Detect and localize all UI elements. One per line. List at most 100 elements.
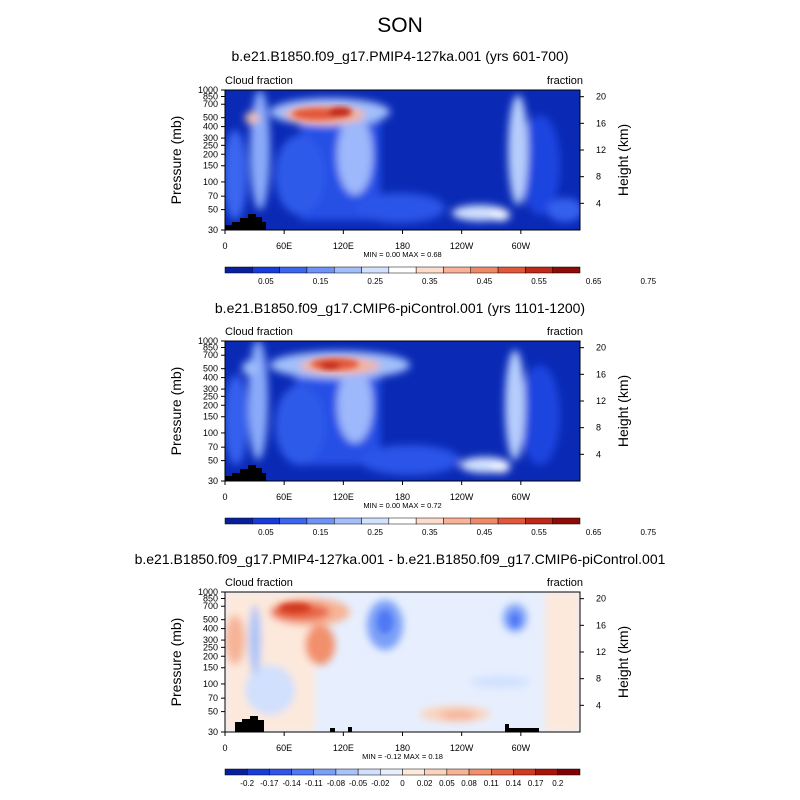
colorbar-swatch [535,768,559,776]
y-tick-label: 70 [208,191,218,201]
colorbar-swatch [424,768,448,776]
y-tick-label: 850 [203,342,218,352]
y-tick-label: 30 [208,225,218,235]
colorbar-swatch [361,266,390,274]
colorbar-swatch [269,768,292,776]
colorbar-label: -0.02 [371,779,390,788]
y-tick-label: 100 [203,177,218,187]
colorbar-swatch [443,266,472,274]
y-tick-label: 70 [208,693,218,703]
colorbar-swatch [415,517,444,525]
y-tick-label: 200 [203,651,218,661]
x-tick-label: 120E [333,492,354,502]
y-tick-label: 700 [203,601,218,611]
colorbar-label: 0.08 [461,779,477,788]
panel-2-axes: 0 60E 120E 180 120W 60W1000850700500400300250… [168,326,631,510]
x-tick-label: 120W [450,492,474,502]
x-tick-label: 60E [276,492,292,502]
colorbar-label: 0.02 [417,779,433,788]
colorbar-label: 0.35 [422,528,438,537]
y2-axis-label: Height (km) [615,375,631,447]
colorbar-label: -0.08 [327,779,346,788]
colorbar-label: 0.55 [531,528,547,537]
unit-label: fraction [547,75,583,87]
x-tick-label: 0 [222,743,227,753]
y2-tick-label: 4 [596,700,601,710]
colorbar-swatch [306,266,335,274]
y-tick-label: 250 [203,642,218,652]
colorbar-swatch [415,266,444,274]
y-tick-label: 400 [203,624,218,634]
y2-tick-label: 4 [596,449,601,459]
y2-tick-label: 20 [596,594,606,604]
colorbar-swatch [491,768,514,776]
colorbar-label: 0.45 [477,528,493,537]
colorbar-swatch [279,266,308,274]
y2-tick-label: 16 [596,620,606,630]
x-tick-label: 0 [222,492,227,502]
colorbar-swatch [357,768,381,776]
colorbar-swatch [388,517,417,525]
colorbar-label: -0.2 [240,779,254,788]
panel-3-title: b.e21.B1850.f09_g17.PMIP4-127ka.001 - b.… [134,551,666,567]
colorbar-label: 0.35 [422,277,438,286]
colorbar-swatch [306,517,335,525]
panel-1-title: b.e21.B1850.f09_g17.PMIP4-127ka.001 (yrs… [231,48,569,64]
colorbar-swatch [525,517,553,525]
x-tick-label: 180 [395,241,410,251]
y-tick-label: 150 [203,161,218,171]
colorbar-swatch [361,517,390,525]
y2-tick-label: 12 [596,647,606,657]
unit-label: fraction [547,326,583,338]
y-tick-label: 150 [203,412,218,422]
y-tick-label: 400 [203,122,218,132]
colorbar-swatch [513,768,536,776]
x-tick-label: 60E [276,743,292,753]
colorbar-label: 0.75 [640,277,656,286]
y-tick-label: 50 [208,456,218,466]
colorbar-swatch [443,517,472,525]
y-tick-label: 1000 [198,336,218,346]
y-axis-label: Pressure (mb) [168,618,184,707]
y-tick-label: 30 [208,476,218,486]
y-axis-label: Pressure (mb) [168,116,184,205]
panel-3-field [225,592,580,732]
y2-tick-label: 8 [596,172,601,182]
panel-1-field [225,90,580,230]
colorbar-swatch [335,768,359,776]
y-tick-label: 150 [203,663,218,673]
y2-tick-label: 12 [596,145,606,155]
colorbar-swatch [246,768,270,776]
y-tick-label: 850 [203,91,218,101]
colorbar-swatch [402,768,425,776]
y-tick-label: 300 [203,384,218,394]
colorbar-swatch [333,266,362,274]
y2-tick-label: 4 [596,198,601,208]
colorbar-label: 0.45 [477,277,493,286]
y-tick-label: 700 [203,350,218,360]
min-max-stats: MIN = -0.12 MAX = 0.18 [362,752,443,761]
y2-tick-label: 12 [596,396,606,406]
colorbar-label: 0.17 [528,779,544,788]
colorbar-swatch [224,768,248,776]
x-tick-label: 180 [395,492,410,502]
x-tick-label: 0 [222,241,227,251]
colorbar-label: -0.17 [260,779,279,788]
y-tick-label: 850 [203,593,218,603]
colorbar-label: 0.05 [258,528,274,537]
variable-label: Cloud fraction [225,326,293,338]
figure-title: SON [377,14,423,37]
colorbar-label: 0.65 [586,528,602,537]
colorbar-label: 0.05 [439,779,455,788]
x-tick-label: 120W [450,241,474,251]
panel-1-axes: 0 60E 120E 180 120W 60W1000850700500400300250… [168,75,631,259]
y-tick-label: 100 [203,428,218,438]
y-tick-label: 30 [208,727,218,737]
y2-tick-label: 8 [596,674,601,684]
y-tick-label: 300 [203,133,218,143]
colorbar-swatch [224,266,253,274]
colorbar-swatch [224,517,253,525]
y-tick-label: 1000 [198,85,218,95]
axes-layer: 0 60E 120E 180 120W 60W1000850700500400300250… [168,75,631,761]
